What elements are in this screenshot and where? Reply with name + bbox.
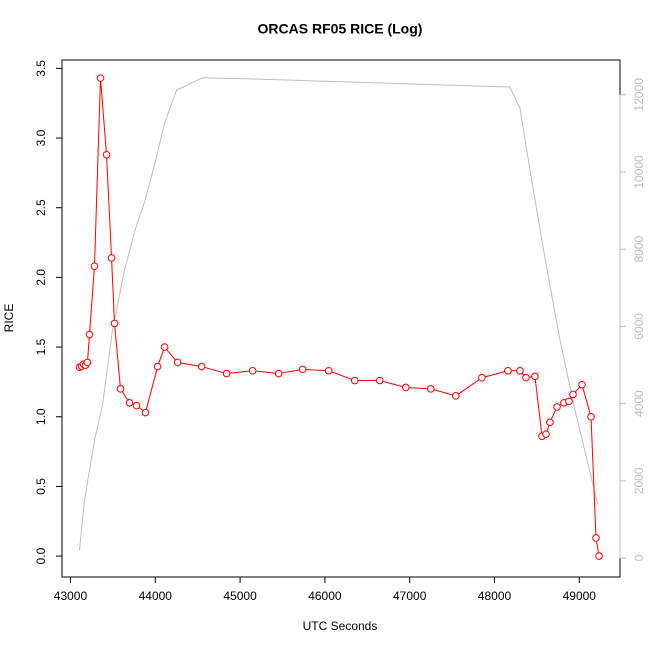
y-tick-label: 3.0 (34, 129, 48, 146)
point (553, 403, 561, 411)
point (375, 376, 384, 385)
point (102, 150, 111, 159)
y2-tick-label: 6000 (632, 313, 646, 340)
y-tick-label: 2.0 (34, 269, 48, 286)
series-line (78, 77, 599, 551)
x-tick-label: 48000 (478, 589, 512, 603)
point (592, 534, 600, 542)
point (125, 399, 134, 407)
point (222, 369, 231, 378)
point (90, 262, 99, 271)
y2-tick-label: 12000 (632, 78, 646, 112)
y-tick-label: 0.0 (34, 547, 48, 564)
point (569, 390, 577, 399)
point (132, 401, 141, 410)
point (401, 383, 410, 392)
y-tick-label: 3.5 (34, 60, 48, 77)
x-tick-label: 47000 (393, 589, 427, 603)
x-tick-label: 44000 (139, 589, 173, 603)
point (160, 343, 169, 351)
point (173, 358, 182, 367)
point (350, 376, 359, 385)
point (595, 552, 603, 560)
point (248, 366, 257, 375)
point (516, 366, 524, 375)
point (565, 397, 573, 406)
point (197, 362, 206, 371)
y-axis-label: RICE (2, 304, 16, 333)
point (110, 319, 119, 328)
point (324, 366, 333, 375)
y-tick-label: 1.0 (34, 408, 48, 425)
point (578, 380, 586, 389)
point (427, 385, 435, 393)
x-tick-label: 43000 (54, 589, 88, 603)
point (83, 358, 92, 367)
point (107, 254, 116, 262)
y-tick-label: 1.5 (34, 338, 48, 355)
y2-tick-label: 10000 (632, 155, 646, 189)
y-tick-label: 2.5 (34, 199, 48, 216)
x-tick-label: 45000 (223, 589, 257, 603)
point (141, 408, 150, 417)
point (504, 366, 512, 375)
y-tick-label: 0.5 (34, 478, 48, 495)
point (153, 362, 162, 371)
y2-tick-label: 8000 (632, 236, 646, 263)
point (116, 385, 125, 393)
chart-title: ORCAS RF05 RICE (Log) (258, 21, 423, 37)
point (531, 372, 539, 381)
point (96, 74, 105, 82)
point (522, 373, 530, 382)
x-tick-label: 49000 (563, 589, 597, 603)
point (478, 373, 486, 382)
point (546, 418, 554, 427)
point (298, 365, 307, 374)
point (274, 369, 283, 378)
y2-tick-label: 4000 (632, 390, 646, 417)
x-tick-label: 46000 (308, 589, 342, 603)
point (85, 330, 94, 339)
point (452, 392, 460, 400)
point (542, 430, 550, 438)
y2-tick-label: 2000 (632, 467, 646, 494)
point (587, 412, 595, 421)
y2-tick-label: 0 (632, 554, 646, 561)
x-axis-label: UTC Seconds (303, 619, 378, 633)
